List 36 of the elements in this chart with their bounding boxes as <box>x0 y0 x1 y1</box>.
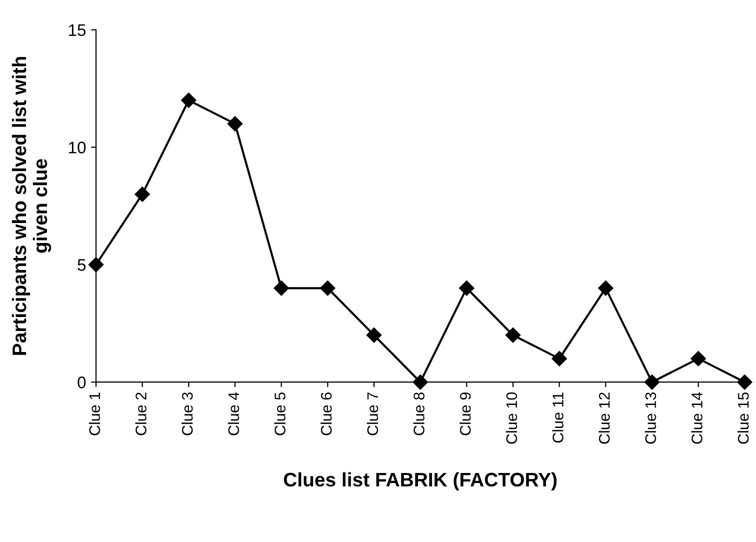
point <box>690 351 706 366</box>
y-tick-label: 5 <box>78 259 86 271</box>
point <box>737 374 752 390</box>
x-tick-label: Clue 6 <box>320 392 332 436</box>
x-tick-label: Clue 5 <box>274 392 286 436</box>
point <box>505 328 521 343</box>
y-tick-label: 15 <box>69 24 86 36</box>
y-tick-label: 0 <box>78 376 86 388</box>
x-tick-label: Clue 3 <box>182 392 193 436</box>
point <box>274 280 289 296</box>
point <box>227 116 243 132</box>
point <box>134 186 150 202</box>
point <box>598 280 614 296</box>
x-tick-label: Clue 12 <box>598 392 610 444</box>
y-tick-label: 10 <box>69 142 86 154</box>
point <box>412 374 428 390</box>
x-tick-label: Clue 1 <box>88 392 100 436</box>
point <box>320 280 336 296</box>
x-tick-label: Clue 13 <box>644 392 656 444</box>
x-tick-label: Clue 15 <box>738 392 749 444</box>
x-tick-label: Clue 7 <box>366 392 378 436</box>
x-axis-title: Clues list FABRIK (FACTORY) <box>284 472 557 490</box>
x-tick-label: Clue 14 <box>691 392 702 444</box>
point <box>181 92 196 108</box>
x-tick-label: Clue 9 <box>460 392 471 436</box>
x-tick-label: Clue 4 <box>228 392 240 436</box>
point <box>552 351 567 366</box>
x-tick-label: Clue 11 <box>552 392 564 443</box>
y-axis-title: Participants who solved list with given clue <box>12 56 52 355</box>
point <box>366 328 382 343</box>
point <box>459 280 474 296</box>
point <box>644 374 660 390</box>
x-tick-label: Clue 2 <box>135 392 146 436</box>
point <box>88 257 104 272</box>
x-tick-label: Clue 10 <box>506 392 518 444</box>
x-tick-label: Clue 8 <box>413 392 424 436</box>
